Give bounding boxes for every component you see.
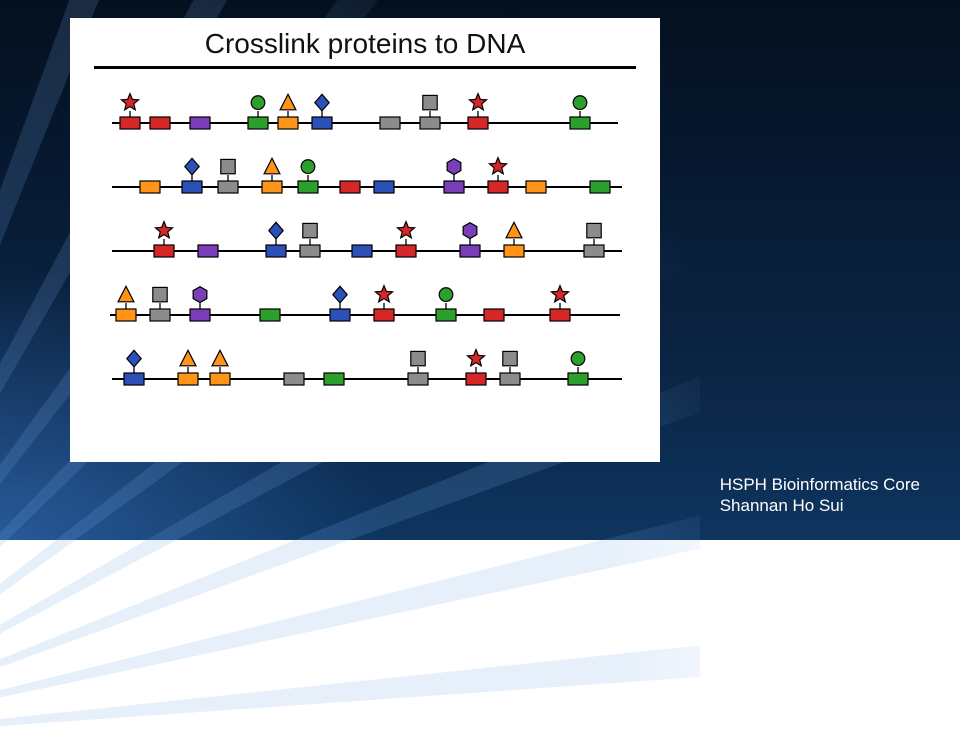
diamond-icon xyxy=(185,158,199,175)
protein-square-gray xyxy=(500,351,520,385)
circle-icon xyxy=(573,96,587,110)
protein-box-gray xyxy=(284,373,304,385)
strand-svg xyxy=(100,213,630,277)
protein-square-gray xyxy=(150,287,170,321)
star-icon xyxy=(489,158,506,174)
circle-icon xyxy=(301,160,315,174)
protein-box-green xyxy=(260,309,280,321)
triangle-icon xyxy=(264,158,280,173)
dna-strands-container xyxy=(70,85,660,405)
protein-star-red xyxy=(466,350,486,385)
square-icon xyxy=(411,351,425,365)
protein-diamond-blue xyxy=(182,158,202,193)
protein-square-gray xyxy=(584,223,604,257)
diamond-icon xyxy=(315,94,329,111)
credit-block: HSPH Bioinformatics Core Shannan Ho Sui xyxy=(720,474,920,517)
protein-diamond-blue xyxy=(330,286,350,321)
hexagon-icon xyxy=(193,287,207,303)
triangle-icon xyxy=(212,350,228,365)
protein-box-red xyxy=(340,181,360,193)
protein-triangle-orange xyxy=(278,94,298,129)
protein-diamond-blue xyxy=(266,222,286,257)
protein-circle-green xyxy=(570,96,590,129)
star-icon xyxy=(469,94,486,110)
protein-box-orange xyxy=(526,181,546,193)
star-icon xyxy=(467,350,484,366)
protein-box-purple xyxy=(198,245,218,257)
protein-square-gray xyxy=(408,351,428,385)
triangle-icon xyxy=(280,94,296,109)
star-icon xyxy=(397,222,414,238)
circle-icon xyxy=(251,96,265,110)
title-underline xyxy=(94,66,636,69)
protein-box-orange xyxy=(140,181,160,193)
credit-line-1: HSPH Bioinformatics Core xyxy=(720,474,920,495)
triangle-icon xyxy=(180,350,196,365)
protein-triangle-orange xyxy=(178,350,198,385)
protein-triangle-orange xyxy=(210,350,230,385)
protein-hexagon-purple xyxy=(460,223,480,257)
hexagon-icon xyxy=(447,159,461,175)
square-icon xyxy=(503,351,517,365)
strand-svg xyxy=(100,149,630,213)
protein-triangle-orange xyxy=(116,286,136,321)
square-icon xyxy=(423,95,437,109)
dna-strand xyxy=(100,213,630,277)
star-icon xyxy=(375,286,392,302)
protein-star-red xyxy=(550,286,570,321)
protein-circle-green xyxy=(436,288,456,321)
circle-icon xyxy=(571,352,585,366)
star-icon xyxy=(155,222,172,238)
protein-box-red xyxy=(150,117,170,129)
strand-svg xyxy=(100,277,630,341)
protein-hexagon-purple xyxy=(190,287,210,321)
strand-svg xyxy=(100,85,630,149)
protein-box-blue xyxy=(352,245,372,257)
protein-box-green xyxy=(324,373,344,385)
protein-box-green xyxy=(590,181,610,193)
diamond-icon xyxy=(127,350,141,367)
protein-star-red xyxy=(468,94,488,129)
protein-box-gray xyxy=(380,117,400,129)
protein-star-red xyxy=(374,286,394,321)
square-icon xyxy=(303,223,317,237)
protein-circle-green xyxy=(568,352,588,385)
triangle-icon xyxy=(506,222,522,237)
dna-strand xyxy=(100,341,630,405)
protein-diamond-blue xyxy=(312,94,332,129)
protein-triangle-orange xyxy=(262,158,282,193)
triangle-icon xyxy=(118,286,134,301)
dna-strand xyxy=(100,149,630,213)
square-icon xyxy=(153,287,167,301)
square-icon xyxy=(587,223,601,237)
protein-star-red xyxy=(488,158,508,193)
protein-box-red xyxy=(484,309,504,321)
diagram-title: Crosslink proteins to DNA xyxy=(70,28,660,60)
protein-circle-green xyxy=(298,160,318,193)
diamond-icon xyxy=(269,222,283,239)
protein-box-blue xyxy=(374,181,394,193)
diagram-panel: Crosslink proteins to DNA xyxy=(70,18,660,462)
diamond-icon xyxy=(333,286,347,303)
star-icon xyxy=(121,94,138,110)
protein-star-red xyxy=(154,222,174,257)
dna-strand xyxy=(100,277,630,341)
protein-star-red xyxy=(120,94,140,129)
square-icon xyxy=(221,159,235,173)
dna-strand xyxy=(100,85,630,149)
protein-square-gray xyxy=(300,223,320,257)
protein-square-gray xyxy=(218,159,238,193)
protein-hexagon-purple xyxy=(444,159,464,193)
protein-diamond-blue xyxy=(124,350,144,385)
protein-box-purple xyxy=(190,117,210,129)
star-icon xyxy=(551,286,568,302)
protein-square-gray xyxy=(420,95,440,129)
protein-star-red xyxy=(396,222,416,257)
protein-circle-green xyxy=(248,96,268,129)
hexagon-icon xyxy=(463,223,477,239)
strand-svg xyxy=(100,341,630,405)
credit-line-2: Shannan Ho Sui xyxy=(720,495,920,516)
circle-icon xyxy=(439,288,453,302)
protein-triangle-orange xyxy=(504,222,524,257)
